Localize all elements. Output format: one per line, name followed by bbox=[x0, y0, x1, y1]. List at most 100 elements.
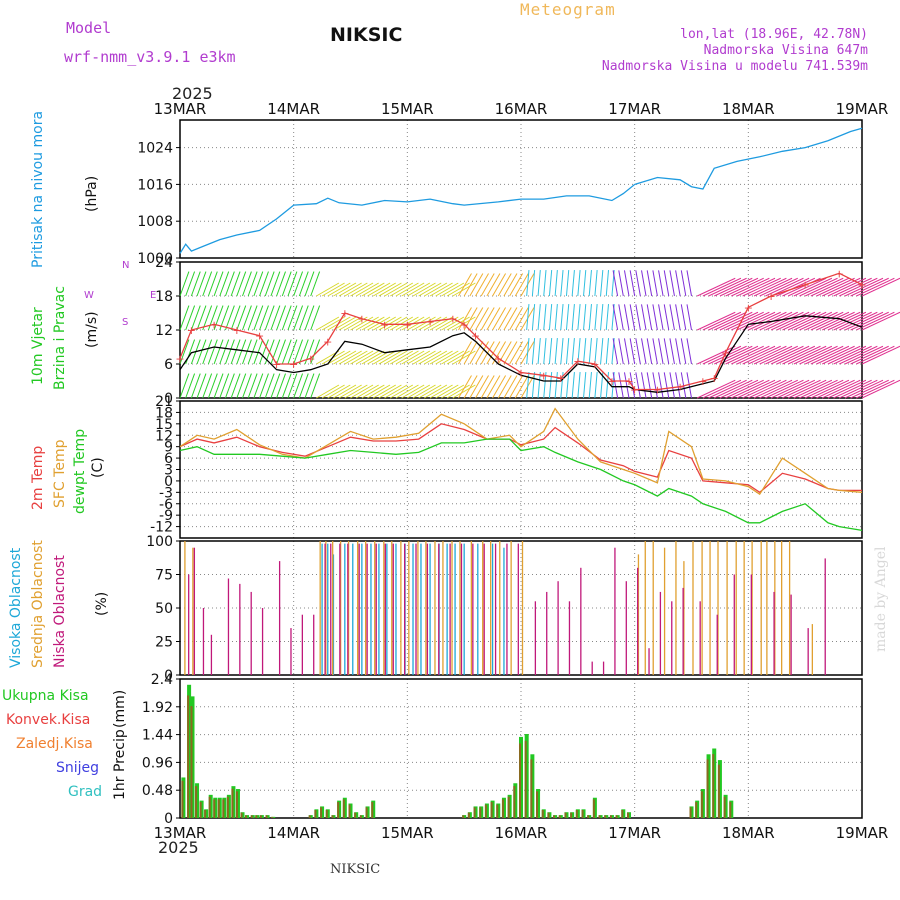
wind-arrow bbox=[224, 339, 235, 365]
wind-arrow bbox=[259, 373, 269, 399]
wind-arrow bbox=[612, 372, 619, 399]
ylabel-cloud-high: Visoka Oblacnost bbox=[8, 547, 24, 668]
wind-arrow bbox=[264, 271, 275, 297]
wind-arrow bbox=[350, 350, 374, 365]
ytick-label: 1000 bbox=[137, 251, 173, 267]
wind-arrow bbox=[253, 339, 264, 365]
wind-arrow bbox=[395, 316, 419, 331]
wind-arrow bbox=[514, 307, 529, 331]
wind-arrow bbox=[675, 372, 681, 399]
precip-conv-bar bbox=[365, 807, 368, 818]
wind-arrow bbox=[424, 316, 448, 331]
wind-arrow bbox=[219, 271, 230, 297]
precip-conv-bar bbox=[541, 810, 544, 818]
wind-arrow bbox=[310, 305, 321, 331]
wind-arrow bbox=[446, 282, 470, 297]
wind-arrow bbox=[390, 384, 414, 399]
wind-arrow bbox=[458, 341, 472, 365]
wind-arrow bbox=[543, 304, 547, 331]
wind-arrow bbox=[463, 375, 478, 399]
wind-arrow bbox=[594, 372, 598, 399]
wind-arrow bbox=[412, 282, 436, 297]
wind-arrow bbox=[327, 384, 351, 399]
wind-arrow bbox=[486, 273, 501, 297]
wind-arrow bbox=[583, 338, 587, 365]
wind-arrow bbox=[213, 373, 224, 399]
ytick-label: 21 bbox=[155, 394, 173, 410]
precip-conv-bar bbox=[231, 788, 234, 818]
wind-arrow bbox=[675, 304, 681, 331]
wind-arrow bbox=[475, 307, 489, 331]
wind-arrow bbox=[537, 304, 541, 331]
wind-arrow bbox=[463, 341, 478, 365]
gust-marker: + bbox=[624, 375, 633, 388]
panel-frame bbox=[179, 400, 863, 539]
wind-arrow bbox=[753, 277, 793, 297]
wind-arrow bbox=[635, 338, 641, 365]
wind-arrow bbox=[207, 373, 218, 399]
wind-arrow bbox=[276, 305, 286, 331]
wind-arrow bbox=[856, 379, 895, 399]
wind-arrow bbox=[531, 338, 536, 365]
wind-arrow bbox=[401, 384, 425, 399]
wind-arrow bbox=[669, 372, 675, 399]
wind-arrow bbox=[407, 282, 431, 297]
wind-arrow bbox=[367, 350, 391, 365]
wind-arrow bbox=[446, 384, 470, 399]
wind-arrow bbox=[787, 379, 827, 399]
wind-arrow bbox=[861, 379, 900, 399]
ytick-label: 3 bbox=[164, 463, 173, 479]
wind-arrow bbox=[355, 384, 379, 399]
wind-arrow bbox=[565, 270, 570, 297]
gust-marker: + bbox=[209, 318, 218, 331]
precip-conv-bar bbox=[558, 815, 561, 818]
panel-precip: 0 0.48 0.96 1.44 1.92 2.4 bbox=[142, 672, 863, 827]
wind-arrow bbox=[486, 307, 501, 331]
gust-marker: + bbox=[573, 355, 582, 368]
wind-arrow bbox=[844, 311, 884, 331]
wind-arrow bbox=[719, 277, 759, 297]
wind-arrow bbox=[646, 372, 653, 399]
wind-arrow bbox=[861, 311, 900, 331]
wind-arrow bbox=[378, 384, 402, 399]
ytick-label: 50 bbox=[155, 601, 173, 617]
ytick-label: -3 bbox=[159, 485, 173, 501]
wind-arrow bbox=[407, 350, 431, 365]
wind-arrow bbox=[242, 339, 252, 365]
precip-conv-bar bbox=[308, 815, 311, 818]
precip-conv-bar bbox=[467, 812, 470, 818]
wind-arrow bbox=[435, 282, 459, 297]
wind-arrow bbox=[298, 305, 309, 331]
wind-arrow bbox=[213, 305, 224, 331]
ytick-label: 1.92 bbox=[142, 700, 173, 716]
wind-arrow bbox=[742, 277, 781, 297]
wind-arrow bbox=[560, 304, 564, 331]
wind-arrow bbox=[497, 307, 512, 331]
wind-arrow bbox=[782, 311, 821, 331]
wind-arrow bbox=[469, 375, 484, 399]
wind-arrow bbox=[486, 375, 501, 399]
wind-arrow bbox=[719, 311, 759, 331]
precip-conv-bar bbox=[490, 802, 493, 818]
wind-arrow bbox=[503, 273, 518, 297]
wind-arrow bbox=[759, 277, 798, 297]
wind-arrow bbox=[384, 350, 408, 365]
wind-arrow bbox=[696, 345, 736, 365]
gust-marker: + bbox=[460, 318, 469, 331]
wind-arrow bbox=[594, 270, 598, 297]
wind-arrow bbox=[725, 277, 764, 297]
wind-arrow bbox=[514, 341, 529, 365]
wind-arrow bbox=[185, 305, 196, 331]
series-line bbox=[179, 315, 863, 393]
wind-arrow bbox=[618, 372, 624, 399]
wind-arrow bbox=[725, 379, 764, 399]
wind-arrow bbox=[822, 345, 861, 365]
wind-arrow bbox=[748, 345, 787, 365]
wind-arrow bbox=[304, 271, 315, 297]
precip-conv-bar bbox=[226, 796, 229, 818]
wind-arrow bbox=[333, 350, 357, 365]
wind-arrow bbox=[202, 271, 213, 297]
wind-arrow bbox=[469, 307, 484, 331]
wind-arrow bbox=[276, 339, 286, 365]
precip-conv-bar bbox=[501, 799, 504, 818]
